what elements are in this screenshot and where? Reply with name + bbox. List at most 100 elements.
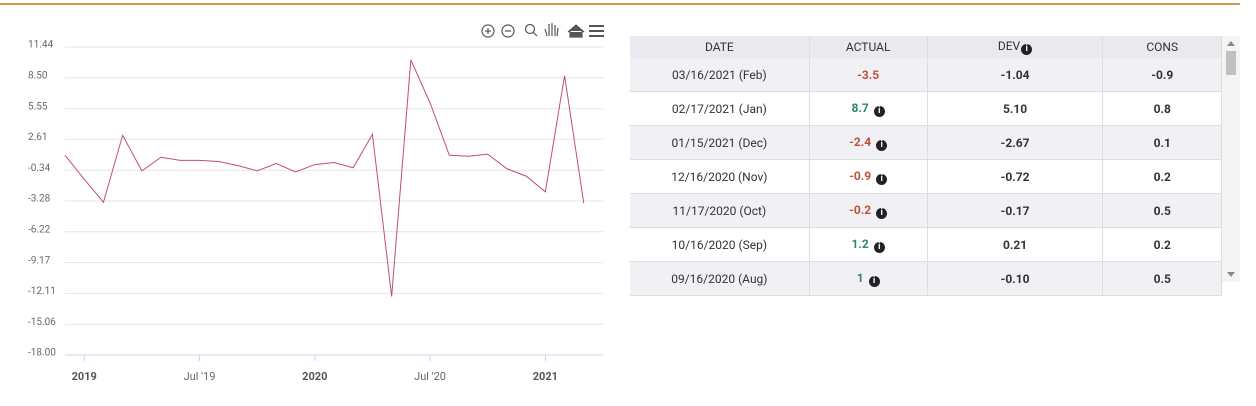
table-cell: 8.7 i [809, 91, 928, 126]
table-cell: 0.2 [1102, 159, 1222, 194]
info-icon[interactable]: i [876, 139, 888, 151]
table-cell: -2.67 [927, 125, 1104, 160]
info-icon[interactable]: i [873, 105, 885, 117]
cell-text: 0.21 [1002, 237, 1028, 252]
scrollbar[interactable] [1222, 36, 1240, 282]
home-button[interactable] [567, 24, 585, 38]
column-header-text: DATE [704, 40, 734, 54]
table-cell: -0.17 [927, 193, 1104, 228]
column-header-text: CONS [1146, 40, 1179, 54]
table-cell: 0.5 [1102, 261, 1222, 296]
cell-text: 0.2 [1153, 169, 1171, 184]
column-header: DEV i [927, 36, 1104, 58]
cell-text: -0.72 [1000, 169, 1030, 184]
cell-text: 09/16/2020 (Aug) [671, 271, 768, 286]
table-cell: 0.21 [927, 227, 1104, 262]
actual-value: -0.9 [849, 168, 872, 183]
table-row: 03/16/2021 (Feb) -3.5 -1.04 -0.9 [630, 58, 1222, 92]
table-header: DATE ACTUAL DEV i CONS [630, 36, 1222, 58]
y-tick-label: -9.17 [28, 255, 51, 266]
table-row: 10/16/2020 (Sep) 1.2 i 0.21 0.2 [630, 227, 1222, 262]
info-icon[interactable]: i [873, 241, 885, 253]
cell-text: -0.17 [1000, 203, 1030, 218]
column-header-text: ACTUAL [845, 40, 891, 54]
cell-text: 0.5 [1153, 271, 1171, 286]
table-cell: 12/16/2020 (Nov) [630, 159, 810, 194]
table-row: 12/16/2020 (Nov) -0.9 i -0.72 0.2 [630, 159, 1222, 194]
table-cell: 01/15/2021 (Dec) [630, 125, 810, 160]
table-cell: -1.04 [927, 58, 1104, 92]
y-tick-label: 5.55 [28, 101, 48, 112]
actual-value: 8.7 [851, 100, 869, 115]
column-header: DATE [630, 36, 810, 58]
pan-button[interactable] [544, 23, 559, 37]
table-cell: 0.1 [1102, 125, 1222, 160]
table-cell: 5.10 [927, 91, 1104, 126]
cell-text: -2.67 [1000, 135, 1030, 150]
zoom-out-button[interactable] [501, 24, 515, 38]
column-header-text: DEV [997, 39, 1021, 53]
table-cell: 11/17/2020 (Oct) [630, 193, 810, 228]
menu-button[interactable] [589, 25, 604, 37]
y-tick-label: -18.00 [28, 348, 56, 359]
zoom-in-button[interactable] [481, 24, 495, 38]
x-tick-label: Jul '19 [184, 370, 216, 383]
y-tick-label: -3.28 [28, 194, 51, 205]
x-tick-label: Jul '20 [414, 370, 446, 383]
cell-text: 0.1 [1153, 135, 1171, 150]
top-border [0, 3, 1240, 5]
table-cell: 02/17/2021 (Jan) [630, 91, 810, 126]
table-cell: 0.8 [1102, 91, 1222, 126]
data-table: DATE ACTUAL DEV i CONS 03/16/2021 (Feb) -3.5 -1… [630, 36, 1222, 296]
x-tick-label: 2020 [302, 370, 327, 383]
actual-value: 1 [856, 270, 864, 285]
cell-text: 5.10 [1002, 101, 1028, 116]
table-row: 01/15/2021 (Dec) -2.4 i -2.67 0.1 [630, 125, 1222, 160]
scroll-thumb[interactable] [1226, 51, 1236, 75]
actual-value: -3.5 [857, 67, 880, 82]
table-cell: -0.2 i [809, 193, 928, 228]
y-tick-label: -12.11 [28, 286, 56, 297]
cell-text: 10/16/2020 (Sep) [671, 237, 768, 252]
toolbar [481, 23, 604, 38]
table-cell: -2.4 i [809, 125, 928, 160]
table-cell: -0.10 [927, 261, 1104, 296]
info-icon[interactable]: i [876, 173, 888, 185]
cell-text: 01/15/2021 (Dec) [671, 135, 768, 150]
table-cell: 03/16/2021 (Feb) [630, 58, 810, 92]
cell-text: 12/16/2020 (Nov) [671, 169, 768, 184]
table-cell: -3.5 [809, 58, 928, 92]
y-tick-label: -0.34 [28, 163, 51, 174]
y-tick-label: -15.06 [28, 317, 56, 328]
y-tick-label: 2.61 [28, 132, 48, 143]
scroll-up[interactable] [1227, 41, 1235, 46]
table-cell: 0.5 [1102, 193, 1222, 228]
cell-text: 0.8 [1153, 101, 1171, 116]
chart: 11.44 8.50 5.55 2.61 -0.34 -3.28 -6.22 -9.17 -12… [28, 23, 604, 383]
table-cell: -0.9 [1102, 58, 1222, 92]
table-row: 11/17/2020 (Oct) -0.2 i -0.17 0.5 [630, 193, 1222, 228]
cell-text: -0.10 [1000, 271, 1030, 286]
table-cell: 09/16/2020 (Aug) [630, 261, 810, 296]
y-tick-label: 8.50 [28, 70, 48, 81]
table-cell: 0.2 [1102, 227, 1222, 262]
table-cell: 10/16/2020 (Sep) [630, 227, 810, 262]
actual-value: -0.2 [849, 202, 872, 217]
info-icon[interactable]: i [876, 207, 888, 219]
info-icon[interactable]: i [868, 275, 880, 287]
cell-text: 03/16/2021 (Feb) [671, 67, 767, 82]
info-icon: i [1021, 44, 1033, 55]
actual-value: 1.2 [851, 236, 869, 251]
cell-text: 02/17/2021 (Jan) [671, 101, 767, 116]
column-header: ACTUAL [809, 36, 928, 58]
table-cell: -0.9 i [809, 159, 928, 194]
actual-value: -2.4 [849, 134, 872, 149]
x-tick-label: 2019 [72, 370, 97, 383]
zoom-button[interactable] [524, 23, 538, 37]
table-row: 09/16/2020 (Aug) 1 i -0.10 0.5 [630, 261, 1222, 296]
scroll-down[interactable] [1227, 272, 1235, 277]
data-line [64, 59, 585, 297]
cell-text: 0.2 [1153, 237, 1171, 252]
